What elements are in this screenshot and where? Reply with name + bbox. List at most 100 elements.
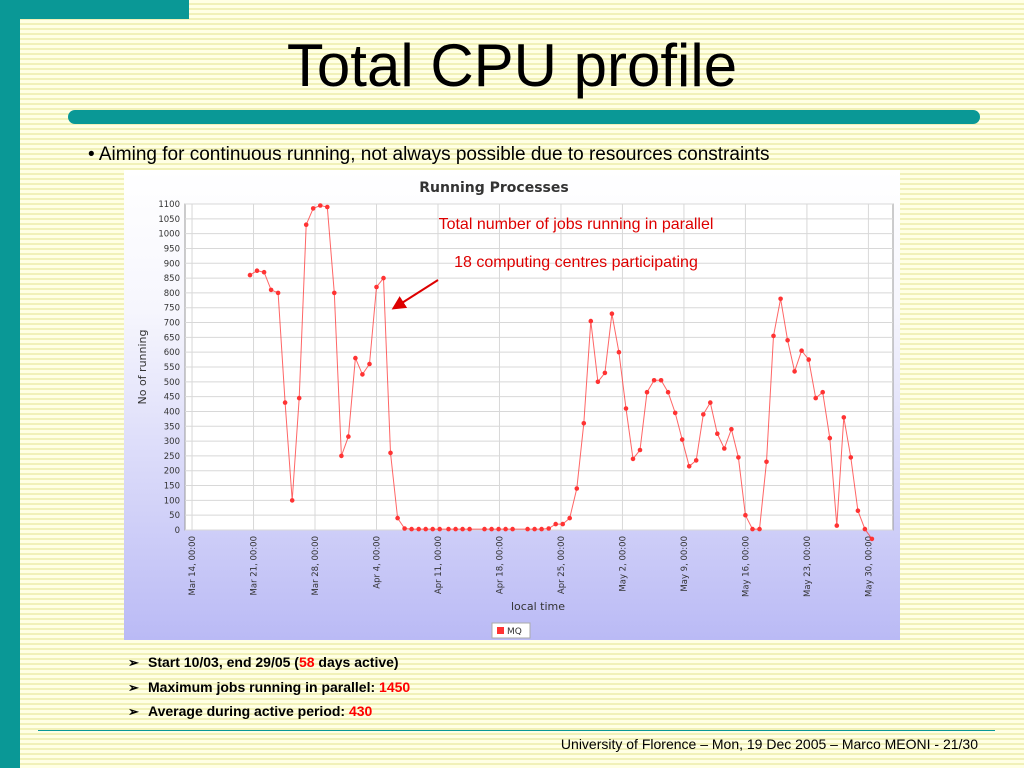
y-tick-label: 500 xyxy=(164,378,180,388)
y-axis-label: No of running xyxy=(136,329,149,404)
y-tick-label: 50 xyxy=(169,511,180,521)
y-tick-label: 800 xyxy=(164,289,180,299)
x-tick-label: May 9, 00:00 xyxy=(680,536,690,592)
y-tick-label: 450 xyxy=(164,393,180,403)
data-point xyxy=(715,431,720,437)
highlight-value: 58 xyxy=(298,654,315,670)
highlight-value: 1450 xyxy=(379,678,411,695)
data-point xyxy=(651,378,657,383)
data-point xyxy=(360,372,365,377)
data-point xyxy=(848,455,854,460)
y-tick-label: 400 xyxy=(164,407,180,417)
data-point xyxy=(560,521,565,527)
legend: MQ xyxy=(491,622,531,639)
data-point xyxy=(806,357,811,362)
data-point xyxy=(532,526,537,532)
legend-box xyxy=(491,622,531,639)
legend-swatch xyxy=(497,627,504,634)
data-point xyxy=(588,318,594,324)
data-point xyxy=(332,290,337,296)
y-tick-label: 1100 xyxy=(158,200,180,210)
data-point xyxy=(482,526,487,532)
data-point xyxy=(827,435,833,441)
data-point xyxy=(778,296,783,302)
data-point xyxy=(757,526,762,532)
data-point xyxy=(686,464,692,469)
data-point xyxy=(785,338,790,343)
left-accent-bar xyxy=(0,0,20,768)
data-point xyxy=(467,526,472,532)
data-point xyxy=(374,284,379,290)
y-tick-label: 0 xyxy=(175,526,180,536)
data-point xyxy=(353,355,358,361)
data-point xyxy=(771,333,776,339)
data-point xyxy=(665,389,671,395)
data-point xyxy=(318,203,323,208)
data-point xyxy=(581,421,587,426)
x-tick-label: Apr 25, 00:00 xyxy=(557,536,567,594)
x-tick-label: Mar 14, 00:00 xyxy=(188,536,198,595)
y-tick-label: 250 xyxy=(164,452,180,462)
data-point xyxy=(609,311,615,316)
data-point xyxy=(539,526,544,532)
y-tick-label: 150 xyxy=(164,482,180,492)
x-axis-ticks: Mar 14, 00:00 Mar 21, 00:00 Mar 28, 00:00 A… xyxy=(188,536,874,597)
data-point xyxy=(381,275,386,281)
data-point xyxy=(339,453,344,459)
data-point xyxy=(289,498,295,503)
data-point xyxy=(799,348,804,353)
y-tick-label: 300 xyxy=(164,437,180,447)
data-point xyxy=(834,523,840,528)
data-point xyxy=(862,526,868,532)
annotation-line-2: 18 computing centres participating xyxy=(454,254,698,271)
data-point xyxy=(595,379,601,385)
top-accent-block xyxy=(0,0,189,19)
y-tick-label: 1050 xyxy=(158,215,180,225)
data-point xyxy=(616,349,622,355)
arrow-bullet-icon: ➢ xyxy=(128,679,139,695)
data-point xyxy=(268,287,274,293)
data-point xyxy=(743,512,748,518)
data-point xyxy=(416,526,422,532)
summary-item: ➢ Maximum jobs running in parallel: 1450 xyxy=(128,677,410,702)
y-tick-label: 750 xyxy=(164,304,180,314)
summary-item: ➢ Start 10/03, end 29/05 (58 days active) xyxy=(128,652,410,677)
data-point xyxy=(708,400,713,405)
data-point xyxy=(750,526,755,532)
data-point xyxy=(869,536,875,542)
data-point xyxy=(325,204,330,210)
footer-text: University of Florence – Mon, 19 Dec 200… xyxy=(560,736,978,752)
data-point xyxy=(430,526,436,532)
y-tick-label: 550 xyxy=(164,363,180,373)
data-point xyxy=(693,458,699,463)
x-tick-label: Mar 28, 00:00 xyxy=(311,536,321,595)
data-point xyxy=(437,526,443,532)
data-point xyxy=(446,526,451,532)
y-tick-label: 1000 xyxy=(158,230,180,240)
slide-title: Total CPU profile xyxy=(286,32,738,99)
annotation-line-1: Total number of jobs running in parallel xyxy=(439,216,714,233)
data-point xyxy=(736,455,741,460)
data-point xyxy=(567,515,572,521)
data-point xyxy=(623,406,629,411)
grid-lines xyxy=(185,203,893,531)
x-tick-label: May 2, 00:00 xyxy=(618,536,628,592)
arrow-bullet-icon: ➢ xyxy=(128,704,139,719)
data-point xyxy=(574,486,580,491)
summary-list: ➢ Start 10/03, end 29/05 (58 days active)… xyxy=(128,652,410,726)
highlight-value: 430 xyxy=(348,703,373,719)
y-tick-label: 350 xyxy=(164,422,180,432)
data-point xyxy=(630,456,636,462)
annotation-arrow xyxy=(391,279,439,310)
data-point xyxy=(841,415,847,420)
data-point xyxy=(496,526,501,532)
data-point xyxy=(402,526,407,531)
y-axis-ticks: 0 50 100 150 200 250 300 350 400 450 500 550 600 650 7… xyxy=(158,200,180,536)
x-tick-label: Apr 11, 00:00 xyxy=(434,536,444,594)
x-axis-label: local time xyxy=(511,600,565,613)
data-point xyxy=(658,378,664,383)
data-point xyxy=(310,206,316,211)
data-point xyxy=(489,526,494,532)
data-point xyxy=(546,526,551,531)
data-point xyxy=(701,412,706,417)
